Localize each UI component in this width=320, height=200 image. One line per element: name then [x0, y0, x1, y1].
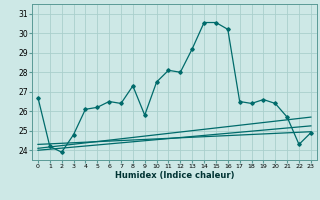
X-axis label: Humidex (Indice chaleur): Humidex (Indice chaleur) — [115, 171, 234, 180]
